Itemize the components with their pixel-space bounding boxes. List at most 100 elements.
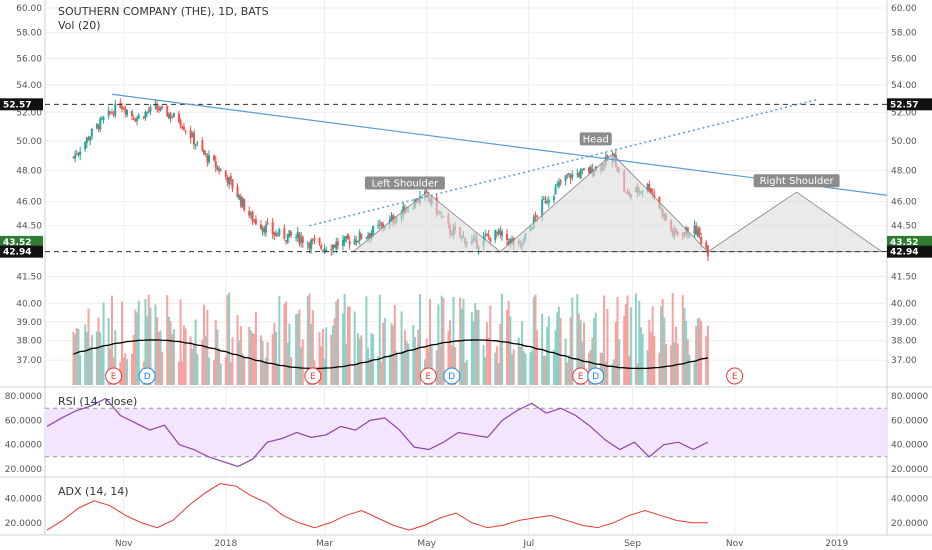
volume-bar [248, 326, 251, 385]
volume-bar [487, 337, 490, 385]
candle-body [301, 236, 304, 244]
axes: 60.00 60.00 58.00 58.00 56.00 56.00 54.00 54.00… [5, 4, 929, 529]
event-marker-circle [419, 367, 437, 385]
volume-bar [196, 354, 199, 385]
price-tick-label-right: 37.00 [891, 356, 917, 366]
candle-body [90, 128, 93, 137]
event-marker-label: E [425, 372, 431, 382]
candle-body [380, 222, 383, 225]
volume-label: Vol (20) [58, 19, 101, 32]
candle-body [87, 137, 90, 140]
volume-bar [146, 316, 149, 385]
candle-body [360, 234, 363, 239]
candle-body [85, 137, 88, 144]
candle-body [358, 232, 361, 241]
volume-bar [485, 322, 488, 385]
candle-body [159, 106, 162, 110]
event-marker-label: D [592, 372, 599, 382]
volume-bar [618, 339, 621, 385]
candle-body [589, 166, 592, 174]
volume-bar [475, 309, 478, 385]
volume-bar [323, 358, 326, 385]
candle-body [559, 180, 562, 184]
candle-body [259, 224, 262, 230]
volume-bar [161, 351, 164, 385]
volume-bar [500, 293, 503, 385]
rsi-tick-label-left: 20.0000 [5, 465, 42, 475]
volume-bar [576, 294, 579, 385]
volume-bar [557, 306, 560, 385]
price-tag-box [0, 235, 43, 248]
price-tick-label-left: 54.00 [16, 81, 42, 91]
price-tag-label: 43.52 [3, 238, 31, 248]
volume-bar [343, 294, 346, 385]
volume-bar [499, 323, 502, 385]
candle-body [166, 106, 169, 117]
volume-bar [589, 349, 592, 385]
volume-bar [509, 316, 512, 385]
candle-body [229, 175, 232, 180]
candle-body [494, 229, 497, 241]
volume-bar [311, 310, 314, 385]
candle-body [203, 150, 206, 154]
price-tick-label-right: 56.00 [891, 54, 917, 64]
volume-bar [497, 363, 500, 385]
pattern-label: Head [583, 134, 609, 145]
candle-body [134, 119, 137, 122]
candle-body [500, 231, 503, 236]
price-pane[interactable]: Left Shoulder Head Right Shoulder [45, 93, 888, 262]
event-marker-label: E [111, 372, 117, 382]
volume-bar [192, 343, 195, 385]
price-tick-label-left: 44.50 [16, 222, 42, 232]
volume-bar [626, 295, 629, 385]
candle-body [208, 154, 211, 163]
volume-bar [283, 303, 286, 385]
event-marker-circle [105, 367, 123, 385]
volume-bar [383, 317, 386, 385]
volume-bar [365, 296, 368, 385]
candle-body [646, 184, 649, 192]
volume-bar [402, 350, 405, 385]
volume-bar [89, 346, 92, 385]
candle-body [495, 231, 498, 233]
volume-bar [224, 356, 227, 385]
candle-body [213, 155, 216, 161]
volume-bar [665, 343, 668, 385]
volume-bar [439, 345, 442, 385]
rsi-pane[interactable] [45, 397, 887, 468]
candle-body [253, 219, 256, 221]
candle-body [184, 130, 187, 132]
volume-bar [353, 311, 356, 385]
volume-bar [330, 334, 333, 385]
candle-body [264, 224, 267, 233]
candle-body [79, 151, 82, 156]
price-tick-label-left: 52.00 [16, 108, 42, 118]
volume-bar [341, 313, 344, 385]
candle-body [214, 161, 217, 168]
volume-bar [591, 337, 594, 385]
volume-bar [465, 360, 468, 385]
candle-body [100, 118, 103, 120]
candle-body [425, 190, 428, 192]
candle-body [167, 114, 170, 119]
candle-body [321, 250, 324, 252]
volume-bar [521, 321, 524, 385]
volume-bar [216, 329, 219, 385]
volume-bar [470, 312, 473, 385]
candle-body [353, 238, 356, 245]
candle-body [390, 216, 393, 220]
adx-pane[interactable] [46, 483, 708, 531]
volume-bar [99, 332, 102, 385]
volume-bar [599, 352, 602, 385]
volume-bar [623, 316, 626, 385]
candle-body [489, 237, 492, 242]
candle-body [333, 244, 336, 248]
volume-bar [194, 319, 197, 385]
volume-bar [440, 295, 443, 385]
candle-body [119, 102, 122, 108]
volume-bar [646, 349, 649, 385]
